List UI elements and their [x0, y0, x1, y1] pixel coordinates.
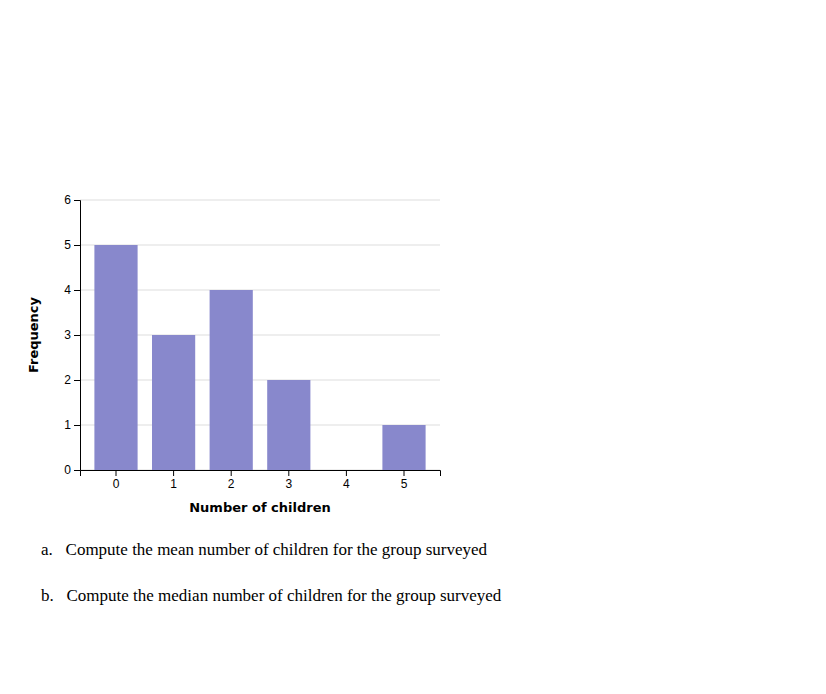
x-tick: 2	[228, 470, 235, 491]
x-tick: 0	[113, 470, 120, 491]
bar	[210, 290, 253, 470]
x-tick-label: 2	[228, 477, 235, 491]
annotation: b. Compute the median number of children…	[41, 586, 502, 605]
y-tick: 2	[64, 373, 80, 387]
y-tick-label: 5	[64, 238, 71, 252]
y-tick: 3	[64, 328, 80, 342]
y-tick-mark	[74, 245, 80, 246]
y-axis: 0 1 2 3 4 5 6	[64, 193, 80, 477]
x-tick-label: 1	[170, 477, 177, 491]
x-tick: 5	[401, 470, 408, 491]
x-tick-mark	[288, 470, 289, 476]
chart: 0 1 2 3 4 5 0 1 2 3 4 5 6 Number of children Frequency…	[0, 0, 826, 694]
y-tick-label: 6	[64, 193, 71, 207]
bar	[152, 335, 195, 470]
y-tick-mark	[74, 425, 80, 426]
y-axis-title: Frequency	[26, 296, 41, 373]
x-tick-mark	[346, 470, 347, 476]
y-tick-mark	[74, 380, 80, 381]
x-axis: 0 1 2 3 4 5	[81, 470, 441, 491]
x-tick-label: 3	[285, 477, 292, 491]
x-axis-title: Number of children	[189, 500, 331, 515]
x-axis-line	[81, 471, 441, 477]
y-tick-mark	[74, 200, 80, 201]
y-tick-label: 3	[64, 328, 71, 342]
x-tick: 1	[170, 470, 177, 491]
x-tick-mark	[116, 470, 117, 476]
bar	[267, 380, 310, 470]
x-tick-label: 5	[401, 477, 408, 491]
annotation: a. Compute the mean number of children f…	[41, 540, 488, 559]
x-tick-mark	[404, 470, 405, 476]
bar	[382, 425, 425, 470]
plot-area: 0 1 2 3 4 5 0 1 2 3 4 5 6	[64, 193, 440, 490]
y-tick-mark	[74, 470, 80, 471]
bar	[94, 245, 137, 470]
x-tick-label: 4	[343, 477, 350, 491]
grid-line	[80, 200, 440, 201]
grid	[80, 200, 440, 470]
x-tick-mark	[173, 470, 174, 476]
y-tick-label: 4	[64, 283, 71, 297]
bars	[94, 245, 425, 470]
y-axis-line	[74, 201, 81, 471]
y-tick-label: 0	[64, 463, 71, 477]
y-tick: 1	[64, 418, 80, 432]
y-tick-mark	[74, 335, 80, 336]
y-tick-label: 2	[64, 373, 71, 387]
y-tick: 6	[64, 193, 80, 207]
x-tick-mark	[231, 470, 232, 476]
y-tick: 5	[64, 238, 80, 252]
x-tick: 3	[285, 470, 292, 491]
y-tick: 4	[64, 283, 80, 297]
x-tick: 4	[343, 470, 350, 491]
y-tick-mark	[74, 290, 80, 291]
x-tick-label: 0	[113, 477, 120, 491]
y-tick: 0	[64, 463, 80, 477]
bar	[325, 470, 368, 471]
y-tick-label: 1	[64, 418, 71, 432]
